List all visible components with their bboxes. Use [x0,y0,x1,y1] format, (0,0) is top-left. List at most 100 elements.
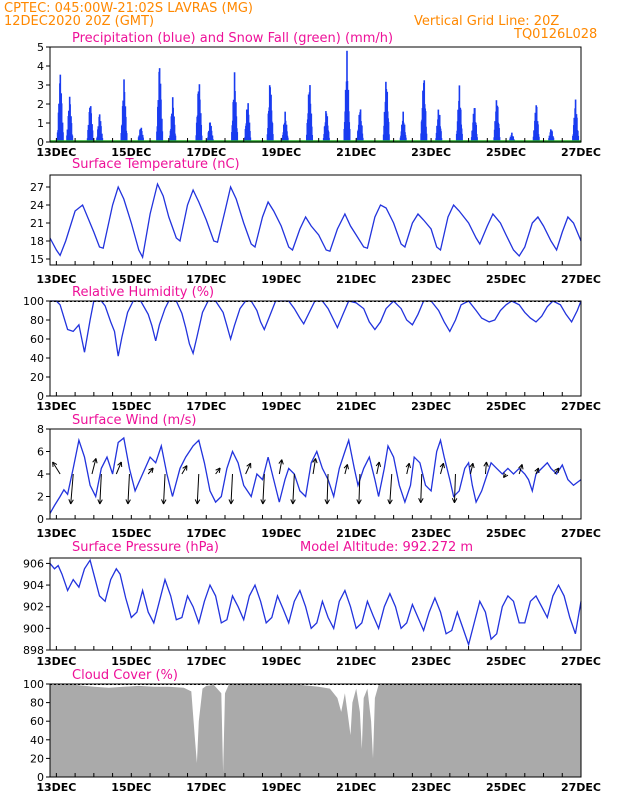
precip-xtick-label: 23DEC [411,146,451,159]
wind-vector [439,463,444,475]
rh-xtick-label: 19DEC [261,400,301,413]
wind-vector [230,473,233,505]
wind-vector-head [405,462,411,469]
precip-xtick-label: 13DEC [36,146,76,159]
wind-vector [245,462,252,475]
cloud-xtick-label: 23DEC [411,781,451,794]
precip-xtick-label: 17DEC [186,146,226,159]
pressure-ytick-label: 900 [23,622,44,635]
precip-bar [100,126,102,142]
precip-title: Precipitation (blue) and Snow Fall (gree… [72,31,393,46]
rh-ytick-label: 0 [37,390,44,403]
precip-bar [70,123,73,142]
rh-ytick-label: 60 [30,333,44,346]
wind-vector [127,473,130,505]
wind-vector [406,463,410,475]
cloud-title: Cloud Cover (%) [72,668,178,683]
precip-bar [425,133,428,142]
precip-bar [328,137,330,142]
cloud-ytick-label: 40 [30,734,44,747]
wind-ytick-label: 6 [37,446,44,459]
wind-panel: Surface Wind (m/s) 0 2 4 6 8 13DEC 15DEC 17DEC 19… [36,413,601,540]
wind-vector-head [312,458,318,464]
precip-bar [271,123,274,142]
rh-xtick-label: 27DEC [561,400,601,413]
wind-vector [115,461,122,475]
pressure-ytick-label: 902 [23,601,44,614]
wind-vector [147,467,154,475]
temp-ytick-label: 21 [30,217,44,230]
precip-bar [552,137,555,142]
temp-ytick-label: 15 [30,253,44,266]
wind-vector-head [356,499,362,505]
precip-bar [174,135,177,142]
wind-vector [163,473,166,505]
rh-ytick-label: 100 [23,295,44,308]
temp-xtick-label: 17DEC [186,273,226,286]
temp-ytick-label: 18 [30,235,44,248]
precip-bar [161,131,164,142]
precip-xtick-label: 15DEC [111,146,151,159]
wind-vector-head [182,465,188,471]
precipitation-panel: Precipitation (blue) and Snow Fall (gree… [36,31,601,159]
precip-bar [125,116,127,142]
precip-bar [461,133,463,142]
wind-vector-head [554,467,560,474]
wind-vector [262,473,265,505]
wind-vector-head [343,464,349,470]
location-header: CPTEC: 045:00W-21:02S LAVRAS (MG) [4,1,253,16]
precip-bar [387,121,390,142]
wind-vector-head [92,458,98,464]
wind-xtick-label: 23DEC [411,527,451,540]
temp-series-line [49,182,582,260]
wind-vector-head [97,499,103,505]
temp-xtick-label: 27DEC [561,273,601,286]
pressure-frame [49,557,582,651]
precip-ytick-label: 5 [37,41,44,54]
wind-vector-head [469,462,475,469]
wind-xtick-label: 17DEC [186,527,226,540]
temp-frame [49,174,582,266]
wind-vector [70,473,74,505]
rh-xtick-label: 23DEC [411,400,451,413]
pressure-xtick-label: 19DEC [261,655,301,668]
precip-xtick-label: 27DEC [561,146,601,159]
rh-xtick-label: 13DEC [36,400,76,413]
precip-bar [362,137,364,142]
temperature-panel: Surface Temperature (nC) 15 18 21 24 27 13DEC 1… [30,157,601,286]
cloud-xtick-label: 19DEC [261,781,301,794]
precip-bar [249,131,251,142]
precip-bar [249,137,252,142]
precip-bar [60,103,63,142]
pressure-xtick-label: 25DEC [486,655,526,668]
rh-ytick-label: 80 [30,314,44,327]
precip-bar [236,132,239,142]
temp-ytick-label: 27 [30,181,44,194]
cloud-ytick-label: 20 [30,752,44,765]
precip-bar [211,135,214,142]
cloud-xtick-label: 17DEC [186,781,226,794]
precip-bar [287,137,289,142]
precip-ytick-label: 4 [37,60,44,73]
wind-vector [420,473,423,503]
precip-bar [348,128,351,142]
wind-vector [484,461,487,475]
precip-bar [405,137,407,142]
wind-vector [312,458,317,475]
wind-vector-head [246,462,252,469]
cloud-xtick-label: 27DEC [561,781,601,794]
wind-xtick-label: 15DEC [111,527,151,540]
precip-bar [161,118,163,142]
precip-bar [424,111,427,142]
temp-ytick-label: 24 [30,199,44,212]
wind-frame [49,428,582,520]
precip-ytick-label: 1 [37,117,44,130]
rh-series-line [50,300,582,357]
cloud-cover-panel: Cloud Cover (%) 0 20 40 60 80 100 13DEC 15DEC 17D… [23,668,601,794]
rh-ytick-label: 40 [30,352,44,365]
wind-title: Surface Wind (m/s) [72,413,196,428]
rh-xtick-label: 15DEC [111,400,151,413]
wind-vector [389,473,393,505]
rh-xtick-label: 21DEC [336,400,376,413]
pressure-subtitle: Model Altitude: 992.272 m [300,540,473,555]
